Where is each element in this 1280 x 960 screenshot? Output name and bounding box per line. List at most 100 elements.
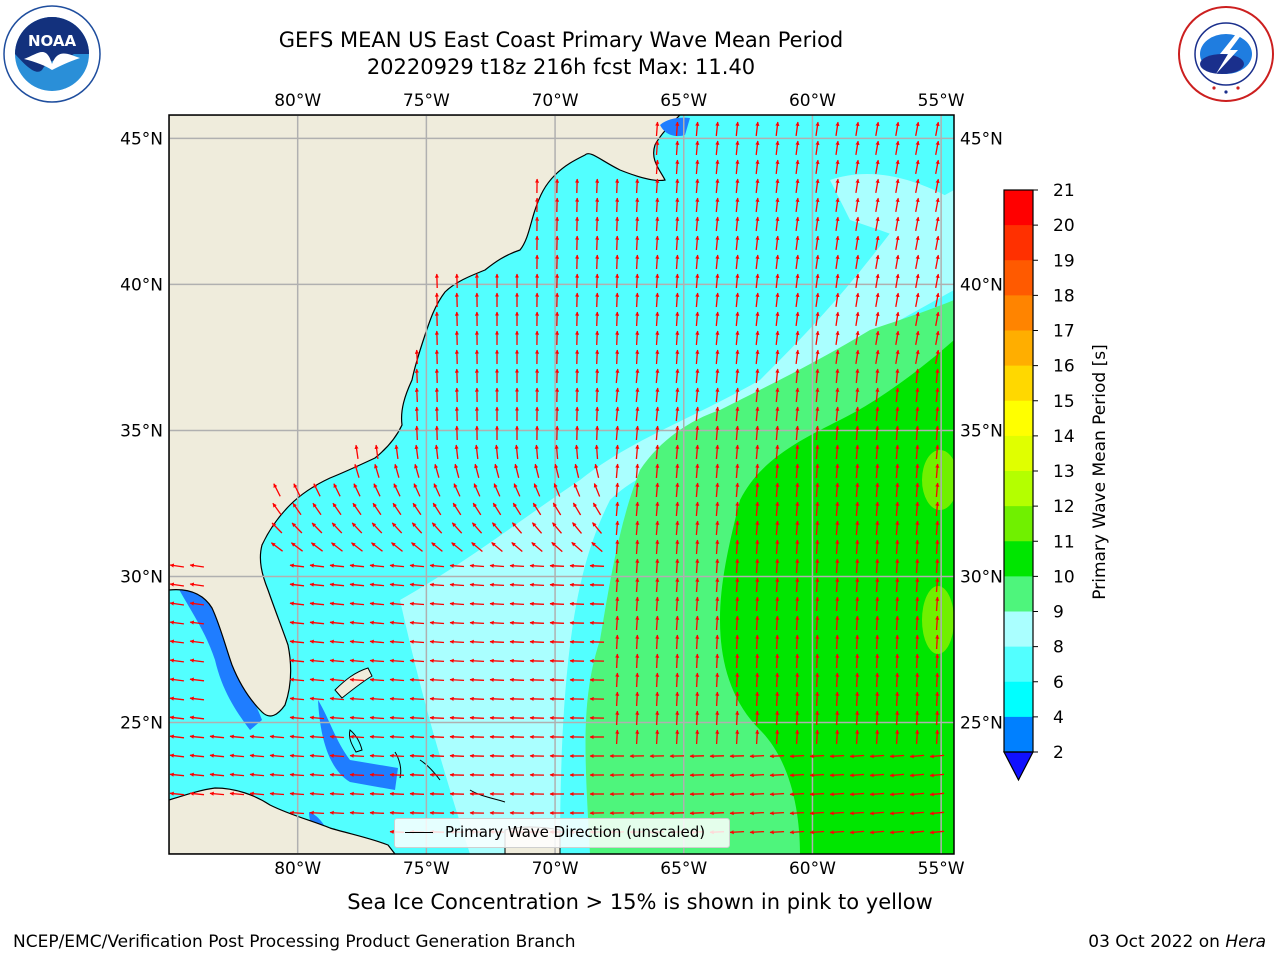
- wave-direction-arrow: [349, 772, 365, 777]
- wave-direction-arrow: [512, 502, 522, 516]
- wave-direction-arrow: [189, 639, 204, 644]
- wave-direction-arrow: [755, 368, 760, 384]
- colorbar-tick-label: 20: [1053, 216, 1075, 236]
- wave-direction-arrow: [835, 178, 840, 193]
- wave-direction-arrow: [815, 672, 820, 688]
- wave-direction-arrow: [449, 677, 465, 682]
- wave-direction-arrow: [755, 691, 760, 707]
- wave-direction-arrow: [835, 691, 840, 707]
- wave-direction-arrow: [309, 677, 325, 682]
- colorbar-segment: [1004, 681, 1033, 718]
- wave-direction-arrow: [935, 634, 940, 650]
- wave-direction-arrow: [434, 444, 439, 460]
- wave-direction-arrow: [249, 791, 265, 796]
- wave-direction-arrow: [855, 444, 860, 460]
- wave-direction-arrow: [453, 483, 461, 497]
- wave-direction-arrow: [855, 406, 860, 422]
- wave-direction-arrow: [509, 677, 525, 682]
- wave-direction-arrow: [574, 463, 580, 478]
- wave-direction-arrow: [755, 140, 760, 156]
- wave-direction-arrow: [309, 734, 325, 739]
- wave-direction-arrow: [815, 121, 820, 136]
- lat-tick-label: 30°N: [960, 568, 1003, 588]
- wave-direction-arrow: [895, 159, 900, 175]
- wave-direction-arrow: [389, 620, 405, 625]
- wave-direction-arrow: [635, 349, 640, 365]
- wave-direction-arrow: [815, 159, 820, 174]
- wave-direction-arrow: [592, 502, 602, 516]
- wave-direction-arrow: [494, 444, 499, 460]
- wave-direction-arrow: [855, 178, 860, 194]
- wave-direction-arrow: [755, 672, 760, 688]
- wave-direction-arrow: [595, 178, 600, 194]
- wave-direction-arrow: [875, 178, 880, 194]
- wave-direction-arrow: [775, 254, 780, 269]
- wave-direction-arrow: [855, 235, 860, 251]
- wave-direction-arrow: [293, 483, 301, 497]
- wave-direction-arrow: [895, 387, 900, 403]
- wave-direction-arrow: [349, 639, 365, 644]
- wave-direction-arrow: [655, 672, 660, 688]
- wave-direction-arrow: [349, 582, 365, 587]
- wave-direction-arrow: [534, 444, 539, 460]
- wave-direction-arrow: [473, 483, 481, 497]
- wave-direction-arrow: [735, 520, 740, 536]
- wave-direction-arrow: [929, 830, 945, 835]
- wave-direction-arrow: [935, 444, 940, 460]
- wave-direction-arrow: [769, 773, 785, 778]
- lat-tick-labels-left: 45°N 40°N 35°N 30°N 25°N: [120, 129, 163, 733]
- wave-direction-arrow: [795, 482, 800, 498]
- wave-direction-arrow: [775, 710, 780, 726]
- wave-direction-arrow: [514, 444, 519, 460]
- wave-direction-arrow: [329, 791, 345, 796]
- wave-direction-arrow: [675, 501, 680, 517]
- wave-direction-arrow: [655, 425, 660, 441]
- wave-direction-arrow: [309, 563, 325, 568]
- colorbar-segment: [1004, 260, 1033, 296]
- wave-direction-arrow: [349, 620, 365, 625]
- wave-direction-arrow: [695, 482, 700, 498]
- wave-direction-arrow: [775, 672, 780, 688]
- wave-direction-arrow: [855, 463, 860, 479]
- wave-direction-arrow: [755, 159, 760, 175]
- wave-direction-arrow: [169, 772, 185, 777]
- wave-direction-arrow: [329, 658, 345, 663]
- wave-direction-arrow: [815, 444, 820, 460]
- wave-direction-arrow: [269, 772, 285, 777]
- wave-direction-arrow: [269, 734, 285, 739]
- wave-direction-arrow: [835, 520, 840, 536]
- wave-direction-arrow: [915, 254, 920, 270]
- legend-label: Primary Wave Direction (unscaled): [445, 823, 706, 841]
- wave-direction-arrow: [909, 754, 925, 759]
- wave-direction-arrow: [775, 615, 780, 631]
- wave-direction-arrow: [835, 292, 840, 307]
- wave-direction-arrow: [513, 483, 521, 497]
- wave-direction-arrow: [755, 311, 760, 327]
- wave-direction-arrow: [571, 541, 583, 553]
- wave-direction-arrow: [729, 830, 745, 835]
- wave-direction-arrow: [409, 601, 425, 606]
- wave-direction-arrow: [269, 791, 285, 796]
- wave-direction-arrow: [829, 773, 845, 778]
- lat-tick-label: 45°N: [960, 129, 1003, 149]
- wave-direction-arrow: [695, 463, 700, 479]
- wave-direction-arrow: [915, 444, 920, 460]
- wave-direction-arrow: [349, 753, 365, 758]
- wave-direction-arrow: [915, 140, 920, 156]
- wave-direction-arrow: [615, 235, 620, 251]
- colorbar-tick-label: 13: [1053, 462, 1075, 482]
- wave-direction-arrow: [369, 601, 385, 606]
- wave-direction-arrow: [789, 811, 805, 816]
- wave-direction-arrow: [529, 639, 545, 644]
- wave-direction-arrow: [895, 273, 900, 289]
- wave-direction-arrow: [331, 542, 343, 552]
- wave-direction-arrow: [795, 520, 800, 536]
- wave-direction-arrow: [615, 615, 620, 631]
- wave-direction-arrow: [189, 677, 205, 682]
- wave-direction-arrow: [329, 696, 345, 701]
- wave-direction-arrow: [895, 615, 900, 631]
- wave-direction-arrow: [309, 753, 325, 758]
- wave-direction-arrow: [735, 634, 740, 650]
- wave-direction-arrow: [935, 140, 940, 156]
- wave-direction-arrow: [715, 653, 720, 669]
